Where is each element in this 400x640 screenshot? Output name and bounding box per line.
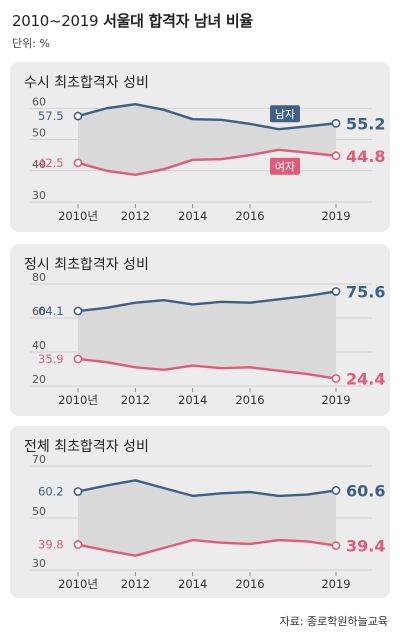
x-tick-label: 2019 <box>321 577 350 591</box>
data-point <box>73 487 83 496</box>
chart-title: 정시 최초합격자 성비 <box>24 257 149 273</box>
y-tick-label: 60 <box>32 95 46 108</box>
x-tick-label: 2010년 <box>58 577 98 591</box>
series-line-male <box>77 290 337 313</box>
gap-area <box>78 480 336 556</box>
start-value-label-male: 64.1 <box>38 304 64 318</box>
chart-svg: 30 50 70 60.2 39.8 60.6 39.4 2010년 2012 2014 2016 2… <box>30 453 385 591</box>
end-value-label-female: 44.8 <box>346 147 385 166</box>
x-tick-label: 2012 <box>121 209 150 223</box>
page-title: 2010~2019 서울대 합격자 남녀 비율 <box>12 10 253 31</box>
start-value-label-female: 39.8 <box>38 538 64 552</box>
chart-panel-total: 전체 최초합격자 성비 30 50 70 60.2 39.8 60.6 39.4 2010년 2… <box>10 426 390 598</box>
end-value-label-female: 24.4 <box>346 370 385 389</box>
data-point <box>73 540 83 549</box>
end-value-label-female: 39.4 <box>346 537 385 556</box>
unit-label: 단위: % <box>12 37 50 50</box>
data-point <box>331 486 341 495</box>
end-value-label-male: 55.2 <box>346 114 385 133</box>
data-point <box>331 118 341 128</box>
start-value-label-male: 60.2 <box>38 484 64 498</box>
data-point <box>331 374 341 383</box>
x-tick-label: 2019 <box>321 393 350 407</box>
y-tick-label: 50 <box>32 127 46 140</box>
page-title-years: 2010~2019 <box>12 12 99 30</box>
chart-panel-jeongsi: 정시 최초합격자 성비 20 40 60 80 64.1 35.9 75.6 24.4 2010… <box>10 244 390 416</box>
x-tick-label: 2010년 <box>58 209 98 223</box>
series-line-female <box>77 538 337 557</box>
x-tick-label: 2014 <box>178 577 207 591</box>
y-tick-label: 30 <box>32 557 46 570</box>
end-value-label-male: 60.6 <box>346 481 385 500</box>
start-value-label-male: 57.5 <box>38 109 64 123</box>
chart-svg: 20 40 60 80 64.1 35.9 75.6 24.4 2010년 2012 2014 201… <box>30 271 385 407</box>
end-value-label-male: 75.6 <box>346 282 385 301</box>
legend-label: 남자 <box>275 108 295 121</box>
data-point <box>331 151 341 161</box>
source-note: 자료: 종로학원하늘교육 <box>279 615 388 628</box>
y-tick-label: 30 <box>32 189 46 202</box>
y-tick-label: 50 <box>32 505 46 518</box>
start-value-label-female: 42.5 <box>38 156 64 170</box>
y-tick-label: 80 <box>32 271 46 284</box>
data-point <box>331 541 341 550</box>
data-point <box>73 306 83 316</box>
x-tick-label: 2016 <box>235 209 264 223</box>
x-tick-label: 2010년 <box>58 393 98 407</box>
y-tick-label: 60 <box>32 305 46 318</box>
x-tick-label: 2019 <box>321 209 350 223</box>
page-title-text: 서울대 합격자 남녀 비율 <box>103 12 253 30</box>
chart-title: 전체 최초합격자 성비 <box>24 439 149 455</box>
series-line-female <box>77 357 337 380</box>
data-point <box>331 287 341 296</box>
series-line-male <box>77 102 337 131</box>
legend-box-male <box>270 105 300 123</box>
y-tick-label: 70 <box>32 453 46 466</box>
chart-title: 수시 최초합격자 성비 <box>24 75 149 91</box>
series-line-male <box>77 479 337 498</box>
data-point <box>73 111 83 121</box>
x-tick-label: 2012 <box>121 577 150 591</box>
data-point <box>73 158 83 168</box>
x-tick-label: 2014 <box>178 209 207 223</box>
data-point <box>73 354 83 364</box>
y-tick-label: 20 <box>32 373 46 386</box>
series-line-female <box>77 148 337 177</box>
legend-box-female <box>270 157 300 175</box>
x-tick-label: 2012 <box>121 393 150 407</box>
legend-label: 여자 <box>275 160 295 173</box>
gap-area <box>78 104 336 175</box>
y-tick-label: 40 <box>32 339 46 352</box>
gap-area <box>78 291 336 379</box>
start-value-label-female: 35.9 <box>38 352 64 366</box>
x-tick-label: 2016 <box>235 577 264 591</box>
x-tick-label: 2014 <box>178 393 207 407</box>
y-tick-label: 40 <box>32 158 46 171</box>
x-tick-label: 2016 <box>235 393 264 407</box>
